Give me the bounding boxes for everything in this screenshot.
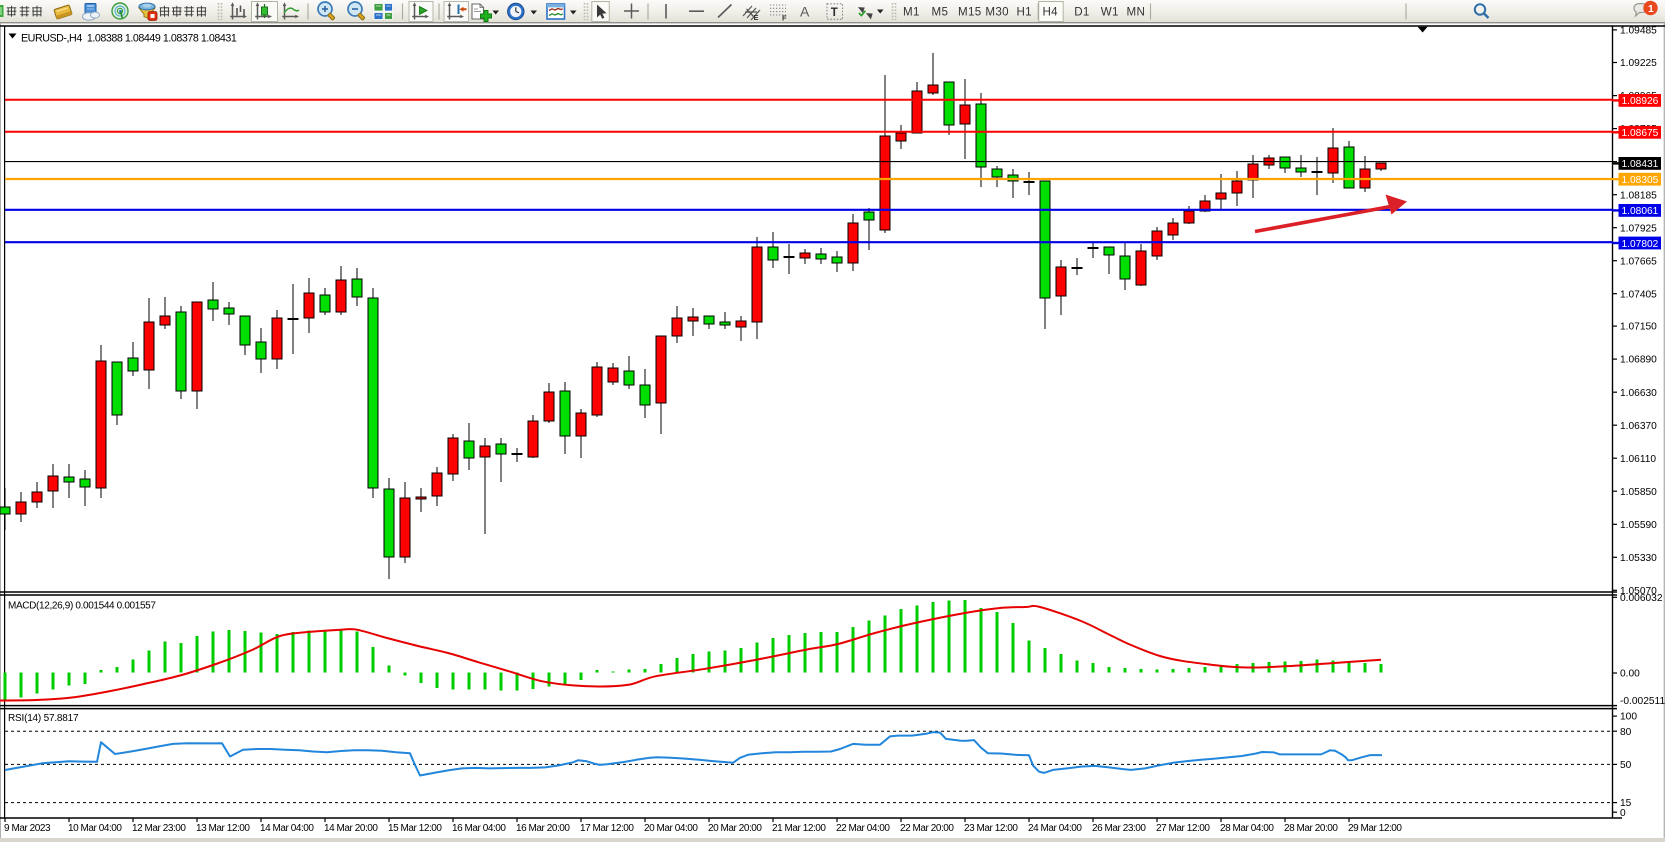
svg-text:F: F (782, 14, 787, 23)
svg-text:M5: M5 (932, 5, 949, 18)
svg-text:1.08675: 1.08675 (1622, 128, 1659, 139)
svg-text:0.00: 0.00 (1620, 669, 1640, 680)
svg-text:1.07150: 1.07150 (1620, 322, 1657, 333)
svg-text:1.07665: 1.07665 (1620, 256, 1657, 267)
svg-text:1.06370: 1.06370 (1620, 421, 1657, 432)
svg-text:0.006032: 0.006032 (1620, 593, 1663, 604)
svg-text:14 Mar 04:00: 14 Mar 04:00 (260, 823, 314, 834)
svg-text:15: 15 (1620, 798, 1632, 809)
svg-text:9 Mar 2023: 9 Mar 2023 (4, 823, 51, 834)
svg-text:A: A (800, 4, 810, 20)
svg-text:20 Mar 04:00: 20 Mar 04:00 (644, 823, 698, 834)
svg-text:26 Mar 23:00: 26 Mar 23:00 (1092, 823, 1146, 834)
svg-text:22 Mar 04:00: 22 Mar 04:00 (836, 823, 890, 834)
svg-text:1.06630: 1.06630 (1620, 388, 1657, 399)
svg-text:15 Mar 12:00: 15 Mar 12:00 (388, 823, 442, 834)
svg-text:23 Mar 12:00: 23 Mar 12:00 (964, 823, 1018, 834)
svg-text:M15: M15 (958, 5, 981, 18)
svg-text:M1: M1 (903, 5, 920, 18)
svg-text:100: 100 (1620, 712, 1637, 723)
svg-text:RSI(14) 57.8817: RSI(14) 57.8817 (8, 713, 79, 724)
svg-text:-0.002511: -0.002511 (1620, 696, 1665, 707)
svg-text:1.07925: 1.07925 (1620, 223, 1657, 234)
svg-text:1.08305: 1.08305 (1622, 175, 1659, 186)
svg-text:17 Mar 12:00: 17 Mar 12:00 (580, 823, 634, 834)
svg-text:1.08185: 1.08185 (1620, 190, 1657, 201)
svg-text:16 Mar 20:00: 16 Mar 20:00 (516, 823, 570, 834)
svg-text:13 Mar 12:00: 13 Mar 12:00 (196, 823, 250, 834)
svg-text:D1: D1 (1074, 5, 1089, 18)
svg-text:10 Mar 04:00: 10 Mar 04:00 (68, 823, 122, 834)
svg-text:1.08061: 1.08061 (1622, 206, 1659, 217)
svg-text:50: 50 (1620, 760, 1632, 771)
svg-text:H1: H1 (1017, 5, 1032, 18)
svg-text:E: E (754, 13, 759, 22)
svg-text:1.05590: 1.05590 (1620, 520, 1657, 531)
svg-text:MACD(12,26,9) 0.001544 0.00155: MACD(12,26,9) 0.001544 0.001557 (8, 601, 156, 612)
svg-text:14 Mar 20:00: 14 Mar 20:00 (324, 823, 378, 834)
svg-text:27 Mar 12:00: 27 Mar 12:00 (1156, 823, 1210, 834)
svg-text:28 Mar 04:00: 28 Mar 04:00 (1220, 823, 1274, 834)
svg-text:1.06110: 1.06110 (1620, 454, 1656, 465)
svg-text:H4: H4 (1043, 5, 1059, 18)
svg-text:21 Mar 12:00: 21 Mar 12:00 (772, 823, 826, 834)
svg-text:28 Mar 20:00: 28 Mar 20:00 (1284, 823, 1338, 834)
svg-text:W1: W1 (1101, 5, 1119, 18)
svg-text:1.07405: 1.07405 (1620, 289, 1657, 300)
svg-text:MN: MN (1127, 5, 1146, 18)
svg-text:1.09225: 1.09225 (1620, 58, 1657, 69)
svg-text:1.08926: 1.08926 (1622, 96, 1659, 107)
svg-text:1.07802: 1.07802 (1622, 239, 1659, 250)
svg-text:22 Mar 20:00: 22 Mar 20:00 (900, 823, 954, 834)
svg-text:1.05850: 1.05850 (1620, 487, 1657, 498)
svg-text:24 Mar 04:00: 24 Mar 04:00 (1028, 823, 1082, 834)
svg-text:1.05330: 1.05330 (1620, 553, 1657, 564)
svg-text:1.06890: 1.06890 (1620, 355, 1657, 366)
svg-text:EURUSD-,H4 1.08388 1.08449 1.: EURUSD-,H4 1.08388 1.08449 1.08378 1.084… (21, 33, 237, 45)
svg-text:1.08431: 1.08431 (1622, 159, 1659, 170)
svg-text:20 Mar 20:00: 20 Mar 20:00 (708, 823, 762, 834)
svg-text:80: 80 (1620, 727, 1632, 738)
svg-text:12 Mar 23:00: 12 Mar 23:00 (132, 823, 186, 834)
svg-text:T: T (831, 7, 838, 19)
svg-text:1.09485: 1.09485 (1620, 26, 1657, 37)
svg-text:29 Mar 12:00: 29 Mar 12:00 (1348, 823, 1402, 834)
svg-text:M30: M30 (985, 5, 1008, 18)
svg-text:1: 1 (1648, 3, 1654, 15)
svg-text:16 Mar 04:00: 16 Mar 04:00 (452, 823, 506, 834)
svg-text:0: 0 (1620, 808, 1626, 819)
svg-text:1.05070: 1.05070 (1620, 586, 1657, 597)
